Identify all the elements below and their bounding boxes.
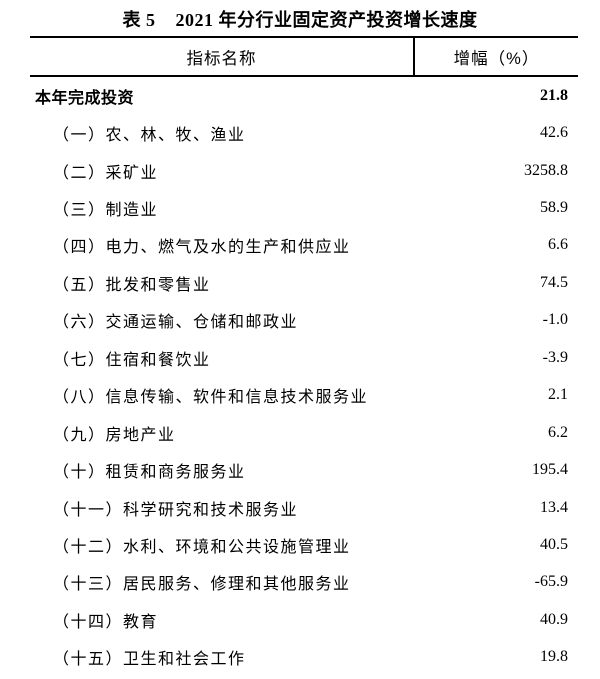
row-label: （七）住宿和餐饮业	[53, 351, 211, 369]
row-value: 58.9	[540, 199, 568, 217]
row-label: （十一）科学研究和技术服务业	[53, 501, 299, 519]
row-value: -1.0	[542, 311, 568, 329]
row-label: （二）采矿业	[53, 164, 159, 182]
table-title-text: 2021 年分行业固定资产投资增长速度	[175, 10, 478, 30]
row-value: 74.5	[540, 273, 568, 291]
row-value: 19.8	[540, 648, 568, 666]
table-row: （八）信息传输、软件和信息技术服务业 2.1	[30, 377, 578, 414]
table-row: （十一）科学研究和技术服务业 13.4	[30, 489, 578, 526]
row-value: 195.4	[532, 461, 568, 479]
row-label: （六）交通运输、仓储和邮政业	[53, 314, 299, 332]
row-label: （十五）卫生和社会工作	[53, 651, 246, 669]
table-row: 本年完成投资 21.8	[30, 77, 578, 114]
row-label: （九）房地产业	[53, 426, 176, 444]
table-number: 表 5	[122, 10, 156, 30]
table-row: （十二）水利、环境和公共设施管理业 40.5	[30, 526, 578, 563]
column-header-growth-rate: 增幅（%）	[453, 49, 540, 68]
table-row: （十五）卫生和社会工作 19.8	[30, 639, 578, 676]
row-label: （十三）居民服务、修理和其他服务业	[53, 576, 351, 594]
row-label: （五）批发和零售业	[53, 276, 211, 294]
table-row: （十三）居民服务、修理和其他服务业 -65.9	[30, 564, 578, 601]
table-row: （九）房地产业 6.2	[30, 414, 578, 451]
row-label: （四）电力、燃气及水的生产和供应业	[53, 239, 351, 257]
table-row: （六）交通运输、仓储和邮政业 -1.0	[30, 302, 578, 339]
row-value: 6.2	[548, 423, 568, 441]
row-value: 6.6	[548, 236, 568, 254]
table-row: （三）制造业 58.9	[30, 189, 578, 226]
row-label: （八）信息传输、软件和信息技术服务业	[53, 389, 369, 407]
column-header-indicator-name: 指标名称	[30, 38, 415, 75]
row-value: 40.9	[540, 610, 568, 628]
row-label: （十四）教育	[53, 613, 159, 631]
row-label: （十二）水利、环境和公共设施管理业	[53, 538, 351, 556]
table-body: 本年完成投资 21.8 （一）农、林、牧、渔业 42.6 （二）采矿业 3258.8 （三）…	[30, 77, 578, 676]
row-value: 2.1	[548, 386, 568, 404]
data-table: 指标名称 增幅（%） 本年完成投资 21.8 （一）农、林、牧、渔业 42.6 （二）采…	[30, 36, 578, 676]
table-header-row: 指标名称 增幅（%）	[30, 36, 578, 77]
table-title: 表 5 2021 年分行业固定资产投资增长速度	[0, 0, 600, 36]
table-row: （十四）教育 40.9	[30, 601, 578, 638]
table-row: （五）批发和零售业 74.5	[30, 264, 578, 301]
row-label: （十）租赁和商务服务业	[53, 464, 246, 482]
table-row: （七）住宿和餐饮业 -3.9	[30, 339, 578, 376]
row-label: （一）农、林、牧、渔业	[53, 127, 246, 145]
row-value: 21.8	[540, 86, 568, 104]
table-row: （十）租赁和商务服务业 195.4	[30, 451, 578, 488]
table-row: （一）农、林、牧、渔业 42.6	[30, 114, 578, 151]
row-label: （三）制造业	[53, 202, 159, 220]
row-value: 42.6	[540, 124, 568, 142]
table-row: （二）采矿业 3258.8	[30, 152, 578, 189]
row-value: 13.4	[540, 498, 568, 516]
row-value: -65.9	[534, 573, 568, 591]
row-label: 本年完成投资	[35, 89, 135, 107]
row-value: 40.5	[540, 535, 568, 553]
row-value: 3258.8	[524, 161, 568, 179]
row-value: -3.9	[542, 348, 568, 366]
table-row: （四）电力、燃气及水的生产和供应业 6.6	[30, 227, 578, 264]
